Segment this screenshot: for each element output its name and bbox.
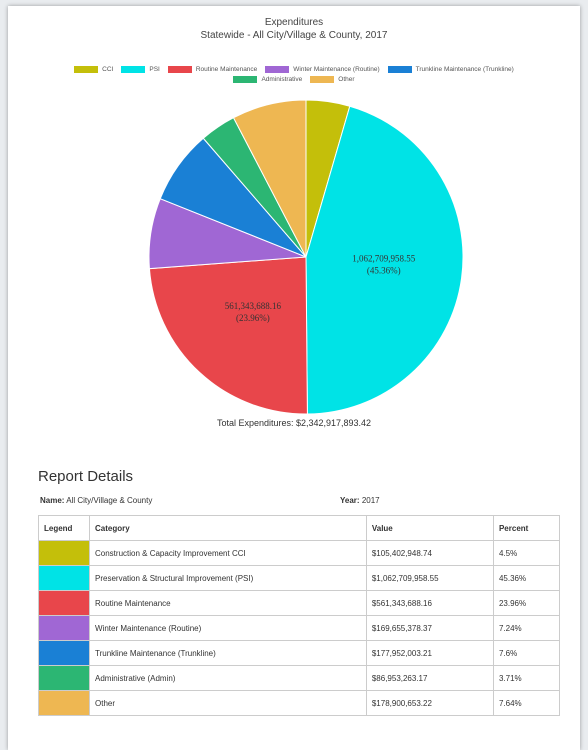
slice-percent-label: (45.36%) [367, 266, 401, 276]
pie-slice [232, 99, 307, 258]
legend-item: CCI [74, 66, 113, 73]
legend-label: Administrative [261, 76, 303, 83]
table-cell: Routine Maintenance [89, 590, 367, 616]
table-row: Other $178,900,653.22 7.64% [38, 690, 561, 716]
legend-swatch [233, 76, 258, 83]
legend-item: Trunkline Maintenance (Trunkline) [387, 66, 514, 73]
report-meta: Name: All City/Village & County Year: 20… [40, 496, 560, 505]
report-table: Legend Category Value Percent Construction &… [38, 515, 561, 716]
slice-value-label: 561,343,688.16 [225, 301, 282, 311]
table-cell: 7.6% [492, 640, 561, 666]
report-heading: Report Details [38, 468, 134, 485]
name-label: Name: [40, 496, 65, 505]
table-cell: $177,952,003.21 [365, 640, 494, 666]
pie-slice [148, 256, 308, 415]
legend: CCI PSI Routine Maintenance Winter Maintena… [54, 66, 534, 83]
table-cell: 7.24% [492, 615, 561, 641]
legend-label: PSI [149, 66, 160, 73]
legend-label: CCI [102, 66, 114, 73]
legend-label: Winter Maintenance (Routine) [293, 66, 380, 73]
legend-swatch-cell [38, 565, 90, 591]
name-value: All City/Village & County [66, 496, 153, 505]
total-label: Total Expenditures: $2,342,917,893.42 [216, 418, 372, 428]
table-cell: 3.71% [492, 665, 561, 691]
table-cell: $86,953,263.17 [365, 665, 494, 691]
legend-swatch [74, 66, 99, 73]
table-cell: $169,655,378.37 [365, 615, 494, 641]
legend-swatch-cell [38, 615, 90, 641]
chart-title: Expenditures [264, 17, 324, 28]
titles: Expenditures Statewide - All City/Villag… [8, 16, 580, 42]
legend-swatch-cell [38, 540, 90, 566]
legend-swatch-cell [38, 640, 90, 666]
legend-swatch [121, 66, 146, 73]
header-row: Legend Category Value Percent [38, 515, 561, 541]
legend-swatch-cell [38, 665, 90, 691]
legend-item: Routine Maintenance [167, 66, 258, 73]
year: Year: 2017 [340, 496, 380, 505]
legend-label: Trunkline Maintenance (Trunkline) [415, 66, 514, 73]
table-body: Construction & Capacity Improvement CCI $… [38, 540, 561, 716]
table-row: Routine Maintenance $561,343,688.16 23.96% [38, 590, 561, 616]
table-cell: 45.36% [492, 565, 561, 591]
legend-swatch-cell [38, 590, 90, 616]
table-cell: Administrative (Admin) [89, 665, 367, 691]
legend-item: Winter Maintenance (Routine) [265, 66, 380, 73]
pie-slice [305, 105, 464, 415]
year-label: Year: [340, 496, 360, 505]
legend-swatch [310, 76, 335, 83]
table-cell: Other [89, 690, 367, 716]
legend-item: Other [310, 76, 355, 83]
legend-swatch [387, 66, 412, 73]
legend-label: Routine Maintenance [195, 66, 258, 73]
legend-swatch [265, 66, 290, 73]
legend-item: Administrative [233, 76, 302, 83]
report-card: Expenditures Statewide - All City/Villag… [8, 6, 580, 750]
column-header: Value [365, 515, 494, 541]
table-cell: 7.64% [492, 690, 561, 716]
legend-swatch [167, 66, 192, 73]
slice-value-label: 1,062,709,958.55 [352, 254, 416, 264]
table-cell: 23.96% [492, 590, 561, 616]
legend-item: PSI [121, 66, 160, 73]
table-cell: Construction & Capacity Improvement CCI [89, 540, 367, 566]
table-row: Preservation & Structural Improvement (P… [38, 565, 561, 591]
pie-chart: 1,062,709,958.55 (45.36%) 561,343,688.16 (2… [148, 99, 464, 415]
table-row: Winter Maintenance (Routine) $169,655,378… [38, 615, 561, 641]
column-header: Legend [38, 515, 90, 541]
table-cell: $1,062,709,958.55 [365, 565, 494, 591]
table-cell: 4.5% [492, 540, 561, 566]
table-row: Trunkline Maintenance (Trunkline) $177,95… [38, 640, 561, 666]
year-value: 2017 [361, 496, 380, 505]
table-cell: Preservation & Structural Improvement (P… [89, 565, 367, 591]
table-row: Construction & Capacity Improvement CCI $… [38, 540, 561, 566]
table-cell: Winter Maintenance (Routine) [89, 615, 367, 641]
legend-swatch-cell [38, 690, 90, 716]
table-cell: $105,402,948.74 [365, 540, 494, 566]
slice-percent-label: (23.96%) [236, 313, 270, 323]
column-header: Percent [492, 515, 561, 541]
chart-subtitle: Statewide - All City/Village & County, 2… [200, 30, 388, 41]
table-cell: $561,343,688.16 [365, 590, 494, 616]
table-row: Administrative (Admin) $86,953,263.17 3.71… [38, 665, 561, 691]
legend-label: Other [338, 76, 355, 83]
table-cell: Trunkline Maintenance (Trunkline) [89, 640, 367, 666]
column-header: Category [89, 515, 367, 541]
table-cell: $178,900,653.22 [365, 690, 494, 716]
